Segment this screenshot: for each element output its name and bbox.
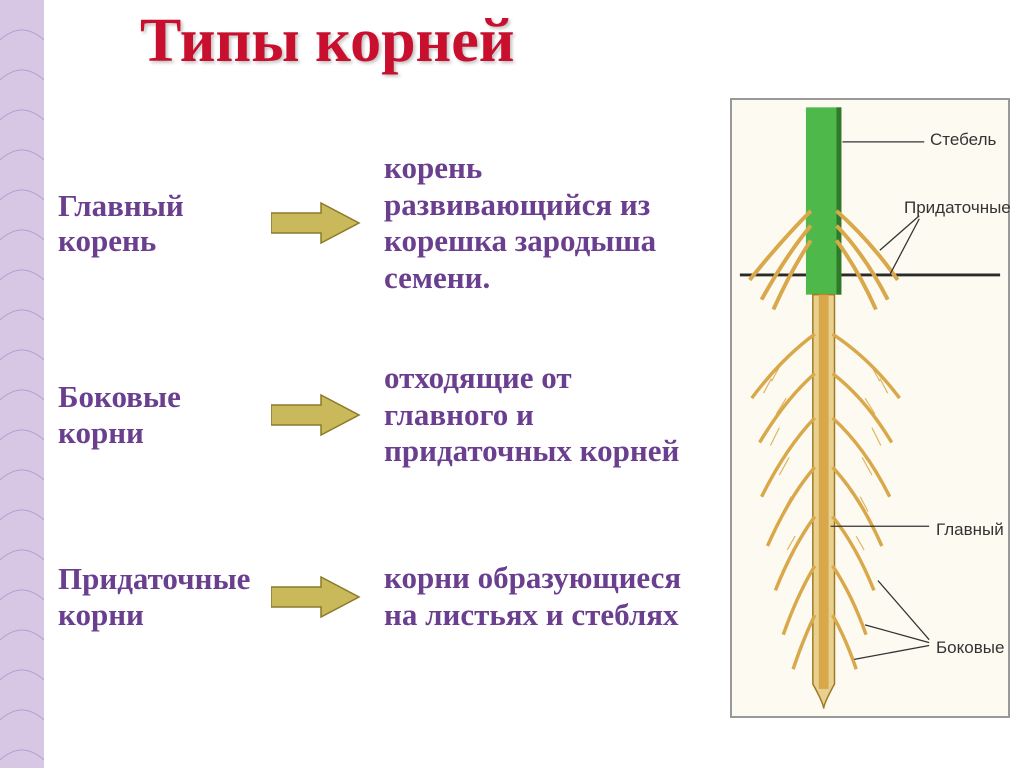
label-main-root: Главный корень [58, 188, 248, 259]
diagram-label-lateral: Боковые [936, 638, 1004, 658]
arrow-icon [266, 575, 366, 619]
desc-adventitious-roots: корни образующиеся на листьях и стеблях [384, 560, 694, 633]
row-lateral-roots: Боковые корни отходящие от главного и пр… [58, 360, 694, 470]
diagram-label-main: Главный [936, 520, 1004, 540]
decorative-sidebar [0, 0, 44, 768]
desc-lateral-roots: отходящие от главного и придаточных корн… [384, 360, 694, 470]
slide-title: Типы корней [140, 6, 515, 77]
root-diagram-svg [732, 100, 1008, 716]
root-diagram: Стебель Придаточные Главный Боковые [730, 98, 1010, 718]
diagram-label-stem: Стебель [930, 130, 996, 150]
row-main-root: Главный корень корень развивающийся из к… [58, 150, 694, 296]
desc-main-root: корень развивающийся из корешка зародыша… [384, 150, 694, 296]
row-adventitious-roots: Придаточные корни корни образующиеся на … [58, 560, 694, 633]
arrow-icon [266, 201, 366, 245]
sidebar-pattern [0, 0, 44, 768]
label-lateral-roots: Боковые корни [58, 379, 248, 450]
arrow-icon [266, 393, 366, 437]
label-adventitious-roots: Придаточные корни [58, 561, 248, 632]
diagram-label-adventitious: Придаточные [904, 198, 1011, 218]
